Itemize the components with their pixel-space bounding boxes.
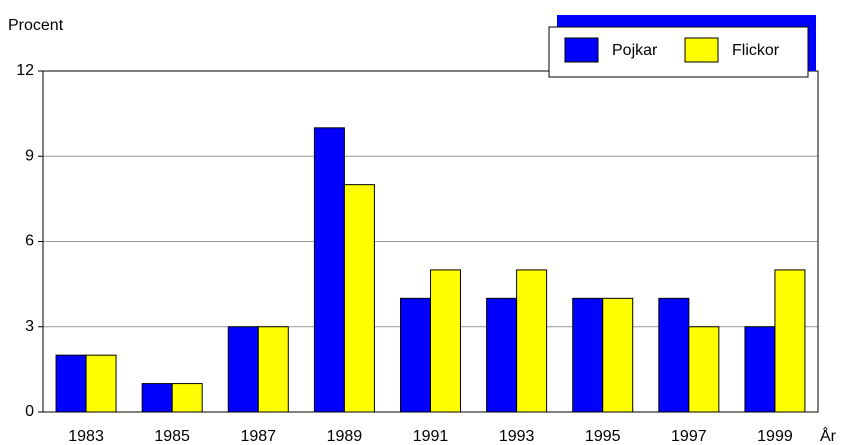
y-tick-label: 12: [16, 62, 34, 79]
y-tick-label: 6: [25, 233, 34, 250]
bar: [430, 269, 461, 413]
x-tick-label: 1995: [585, 428, 621, 445]
bar: [602, 297, 634, 413]
y-axis-label: Procent: [8, 17, 64, 34]
x-axis-label: År: [820, 426, 837, 445]
bar: [313, 127, 345, 413]
legend-label: Flickor: [732, 42, 780, 59]
bar: [516, 269, 548, 413]
x-tick-label: 1991: [413, 428, 449, 445]
y-tick-label: 3: [25, 318, 34, 335]
legend-label: Pojkar: [612, 42, 658, 59]
legend-swatch: [684, 37, 719, 63]
bar: [257, 326, 289, 413]
bar: [55, 354, 87, 413]
x-tick-label: 1993: [499, 428, 535, 445]
y-tick-label: 9: [25, 147, 34, 164]
x-tick-label: 1999: [757, 428, 793, 445]
x-tick-label: 1985: [154, 428, 190, 445]
bar: [85, 354, 117, 413]
bar: [572, 297, 604, 413]
bar: [227, 326, 259, 413]
legend-swatch: [564, 37, 599, 63]
x-tick-label: 1987: [240, 428, 276, 445]
bar: [688, 326, 720, 413]
bar: [141, 383, 173, 413]
bar: [400, 297, 431, 413]
bar: [774, 269, 806, 413]
bar: [343, 184, 375, 413]
x-tick-label: 1989: [327, 428, 363, 445]
bar: [171, 383, 203, 413]
bar: [658, 297, 690, 413]
x-tick-label: 1983: [68, 428, 104, 445]
y-tick-label: 0: [25, 403, 34, 420]
bar: [744, 326, 776, 413]
bar: [486, 297, 518, 413]
x-tick-label: 1997: [671, 428, 707, 445]
